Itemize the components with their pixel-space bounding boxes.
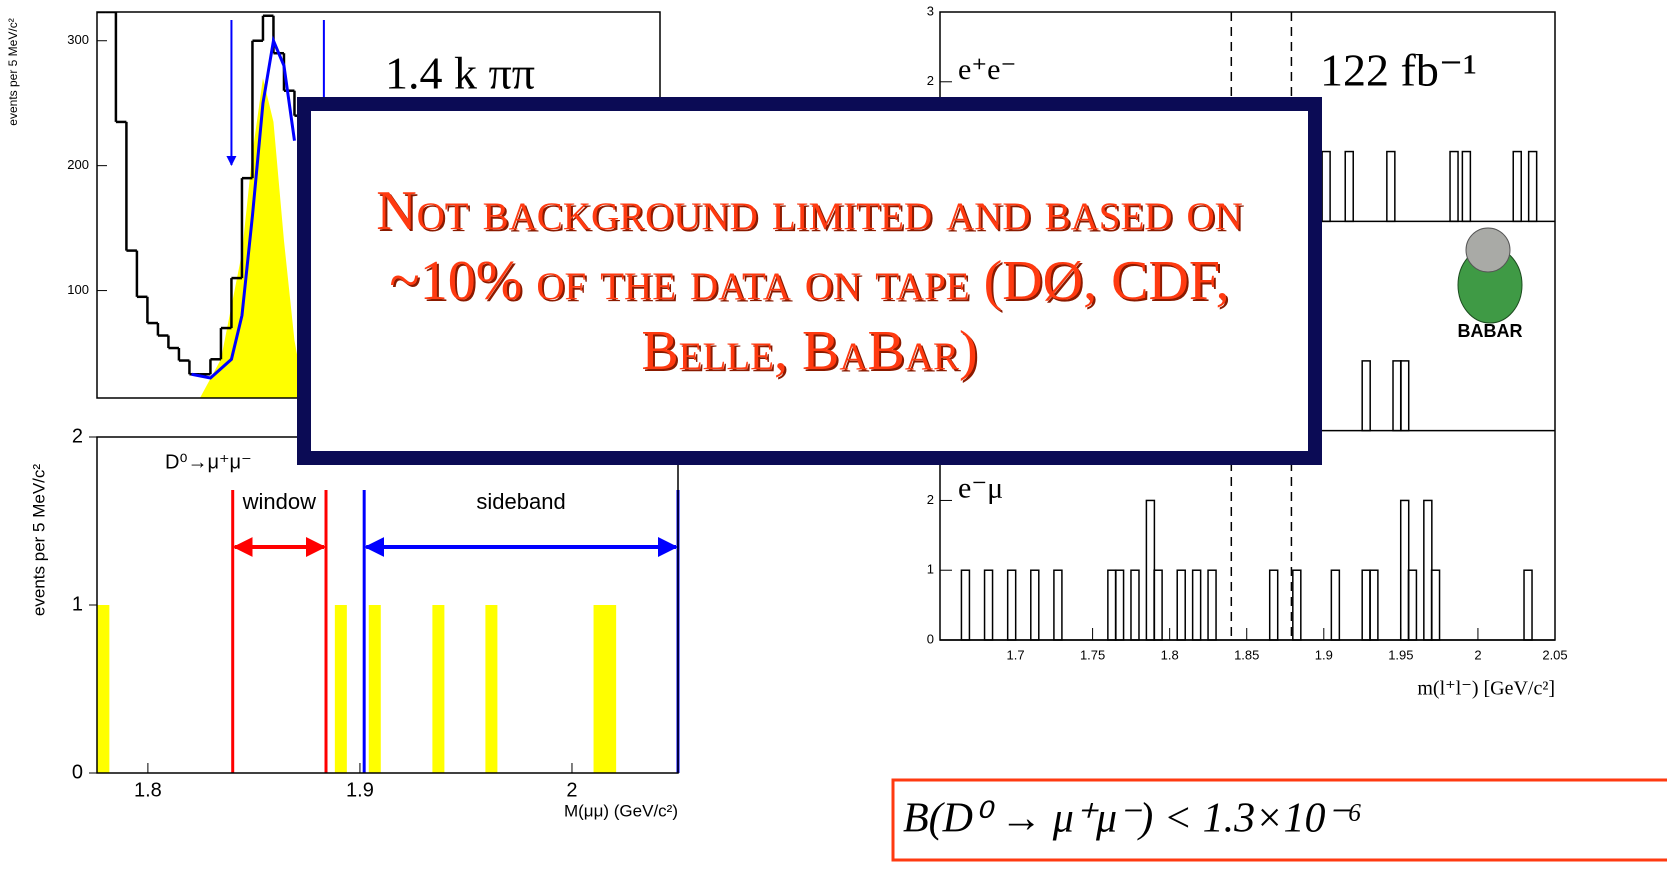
- bar: [1430, 569, 1441, 641]
- bar: [1399, 360, 1410, 432]
- region-label: window: [242, 489, 316, 514]
- x-tick-label: 1.9: [346, 779, 374, 801]
- y-tick-label: 0: [927, 631, 934, 646]
- bar: [593, 605, 606, 773]
- y-axis-label: events per 5 MeV/c²: [6, 18, 20, 125]
- bar: [368, 605, 381, 773]
- bar: [1107, 569, 1117, 641]
- y-tick-label: 300: [67, 32, 89, 47]
- bar: [1153, 569, 1163, 641]
- x-tick-label: 1.75: [1080, 647, 1105, 662]
- bar: [1207, 569, 1217, 641]
- bar: [1292, 569, 1302, 641]
- bar: [1361, 569, 1371, 641]
- y-axis-label: events per 5 MeV/c²: [29, 464, 48, 616]
- bar: [604, 605, 617, 773]
- x-axis-label: m(l⁺l⁻) [GeV/c²]: [1417, 678, 1555, 700]
- overlay-text: Not background limited and based on ~10%…: [376, 180, 1243, 382]
- bar: [1321, 150, 1331, 223]
- annotation: 122 fb⁻¹: [1320, 45, 1477, 96]
- x-tick-label: 1.9: [1315, 647, 1333, 662]
- bar: [1030, 569, 1040, 641]
- result-frame: [891, 778, 1667, 862]
- y-tick-label: 100: [67, 282, 89, 297]
- logo-head: [1465, 227, 1511, 273]
- bar: [97, 605, 110, 773]
- x-axis-label: M(μμ) (GeV/c²): [564, 801, 678, 820]
- fit-curve: [191, 35, 296, 380]
- bar: [485, 605, 498, 773]
- bar: [1361, 360, 1371, 432]
- bar: [1053, 569, 1063, 641]
- bar: [1512, 150, 1522, 223]
- bottom-left-chart: window sideband 0 1 2 1.8 1.9 2 D⁰→μ⁺μ⁻ M(μμ) (Ge…: [29, 425, 680, 820]
- x-tick-label: 2: [1474, 647, 1481, 662]
- panel-label: e⁻μ: [958, 472, 1003, 505]
- bar: [1527, 150, 1538, 223]
- bar: [1407, 569, 1418, 641]
- bar: [1392, 360, 1402, 432]
- y-tick-label: 2: [72, 425, 83, 447]
- x-tick-label: 1.7: [1006, 647, 1024, 662]
- bar: [1145, 499, 1156, 641]
- result-formula: B(D⁰ → μ⁺μ⁻) < 1.3×10⁻⁶: [903, 796, 1362, 842]
- overlay-box: Not background limited and based on ~10%…: [297, 97, 1322, 465]
- bar: [960, 569, 971, 641]
- bar: [983, 569, 994, 641]
- bar: [1386, 150, 1396, 223]
- plot-frame: [96, 436, 679, 774]
- bar: [1191, 569, 1202, 641]
- signal-shape: [199, 78, 305, 398]
- bar: [1268, 569, 1279, 641]
- y-tick-label: 200: [67, 157, 89, 172]
- panel-label: e⁺e⁻: [958, 53, 1016, 86]
- y-tick-label: 1: [927, 562, 934, 577]
- x-tick-label: 1.8: [1161, 647, 1179, 662]
- bar: [432, 605, 445, 773]
- y-tick-label: 3: [927, 3, 934, 18]
- chart-title: D⁰→μ⁺μ⁻: [165, 451, 252, 473]
- y-tick-label: 2: [927, 73, 934, 88]
- top-left-chart: 100 200 300 events per 5 MeV/c² 1.4 k ππ: [6, 11, 661, 399]
- bar: [1523, 569, 1533, 641]
- region-label: sideband: [476, 489, 565, 514]
- bar: [1130, 569, 1140, 641]
- x-tick-label: 1.85: [1234, 647, 1259, 662]
- y-tick-label: 2: [927, 492, 934, 507]
- bar: [1176, 569, 1186, 641]
- x-tick-label: 2.05: [1542, 647, 1567, 662]
- bar: [1399, 499, 1410, 641]
- result-box: B(D⁰ → μ⁺μ⁻) < 1.3×10⁻⁶: [891, 778, 1667, 862]
- bar: [334, 605, 347, 773]
- bar: [1423, 499, 1433, 641]
- x-tick-label: 1.95: [1388, 647, 1413, 662]
- bar: [1114, 569, 1125, 641]
- bar: [1449, 150, 1459, 223]
- plot-area: [97, 12, 305, 398]
- annotation: 1.4 k ππ: [385, 48, 535, 99]
- x-tick-label: 1.8: [134, 779, 162, 801]
- bar: [1344, 150, 1354, 223]
- bar: [1006, 569, 1017, 641]
- bar: [1369, 569, 1379, 641]
- x-tick-label: 2: [566, 779, 577, 801]
- y-tick-label: 1: [72, 593, 83, 615]
- bar: [1461, 150, 1472, 223]
- y-tick-label: 0: [72, 761, 83, 783]
- bar: [1330, 569, 1341, 641]
- logo-text: BABAR: [1458, 321, 1523, 341]
